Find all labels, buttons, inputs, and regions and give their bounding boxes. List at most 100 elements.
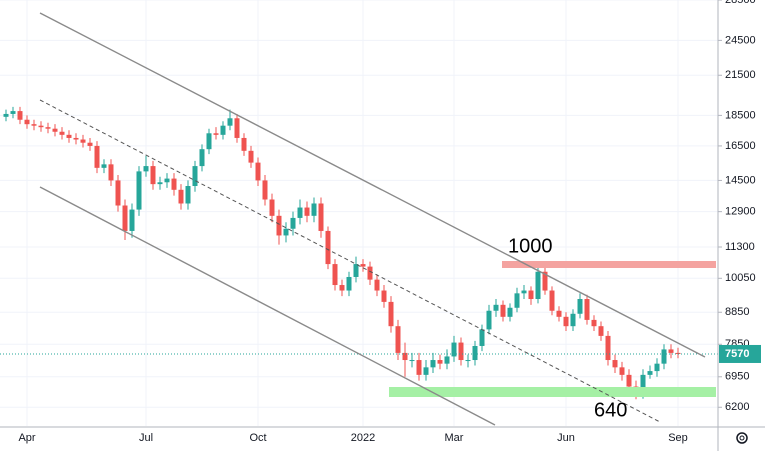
x-tick-label: Oct: [249, 432, 266, 444]
candle-body: [136, 171, 142, 210]
candle-body: [325, 230, 331, 265]
candle-body: [374, 279, 380, 291]
candle-body: [150, 166, 156, 185]
settings-icon[interactable]: [736, 432, 748, 444]
y-tick-label: 18500: [725, 109, 756, 121]
candle-body: [332, 264, 338, 286]
candle-body: [598, 326, 604, 336]
candle-body: [38, 125, 44, 128]
candle-body: [619, 367, 625, 375]
candle-body: [52, 128, 58, 132]
candle-body: [94, 145, 100, 168]
channel-lower: [39, 186, 496, 426]
candle-body: [129, 209, 135, 231]
last-price-box: [719, 344, 761, 363]
candle-body: [143, 166, 149, 172]
y-tick-label: 21500: [725, 69, 756, 81]
candle-body: [416, 360, 422, 375]
x-tick-label: Jul: [139, 432, 153, 444]
candle-body: [395, 326, 401, 353]
x-tick-label: Sep: [668, 432, 688, 444]
candle-body: [409, 360, 415, 362]
candle-body: [402, 352, 408, 361]
candle-body: [570, 313, 576, 327]
candle-body: [430, 360, 436, 368]
candle-body: [73, 137, 79, 140]
annotation: 1000: [508, 235, 553, 257]
candle-body: [640, 374, 646, 395]
candle-body: [528, 290, 534, 300]
candle-body: [318, 203, 324, 231]
y-tick-label: 16500: [725, 140, 756, 152]
last-price-label: 7570: [725, 348, 749, 360]
support-zone: [389, 387, 716, 397]
candle-body: [220, 125, 226, 135]
candle-body: [108, 164, 114, 181]
candle-body: [283, 228, 289, 236]
candle-body: [164, 178, 170, 183]
candle-body: [346, 276, 352, 291]
candle-body: [276, 215, 282, 236]
candle-body: [479, 329, 485, 346]
y-tick-label: 12900: [725, 206, 756, 218]
candle-body: [591, 319, 597, 327]
x-axis-area: [0, 427, 765, 451]
candle-body: [269, 199, 275, 216]
candle-body: [423, 367, 429, 375]
candle-body: [87, 142, 93, 146]
settings-button[interactable]: [736, 432, 748, 444]
candle-body: [339, 285, 345, 291]
candle-body: [668, 349, 674, 353]
candle-body: [297, 207, 303, 218]
candle-body: [451, 342, 457, 357]
x-tick-label: 2022: [351, 432, 375, 444]
annotation: 640: [594, 399, 627, 421]
y-tick-label: 11300: [725, 241, 755, 253]
candles: [0, 106, 718, 400]
candle-body: [472, 345, 478, 361]
candle-body: [45, 127, 51, 129]
candle-body: [311, 203, 317, 216]
y-tick-label: 28500: [725, 0, 756, 6]
candle-body: [31, 124, 37, 126]
y-tick-label: 6200: [725, 401, 749, 413]
candle-body: [486, 310, 492, 330]
candle-body: [514, 293, 520, 308]
candle-body: [290, 217, 296, 229]
candle-body: [255, 162, 261, 181]
candle-body: [3, 113, 9, 117]
candle-body: [248, 150, 254, 163]
settings-icon-core[interactable]: [739, 435, 745, 441]
candle-body: [535, 271, 541, 300]
drawings: 1000 640: [39, 12, 716, 426]
candle-body: [241, 137, 247, 151]
candle-body: [178, 189, 184, 204]
candle-body: [584, 299, 590, 320]
candle-body: [612, 360, 618, 368]
candle-body: [122, 205, 128, 231]
candle-body: [458, 342, 464, 361]
candle-body: [437, 360, 443, 364]
candle-body: [10, 111, 16, 114]
candle-body: [367, 266, 373, 280]
y-tick-label: 10050: [725, 272, 756, 284]
candle-body: [500, 304, 506, 317]
resistance-zone: [502, 261, 716, 268]
candle-body: [563, 316, 569, 327]
candle-body: [381, 290, 387, 302]
candle-body: [353, 264, 359, 277]
candle-body: [542, 271, 548, 291]
candle-body: [577, 299, 583, 314]
candle-body: [360, 264, 366, 267]
candle-body: [157, 182, 163, 185]
candle-body: [493, 304, 499, 311]
candle-body: [199, 149, 205, 167]
candle-body: [185, 186, 191, 204]
axes: 6200695078508850100501130012900145001650…: [18, 0, 761, 444]
channel-middle: [39, 99, 661, 423]
y-axis-area: [718, 0, 765, 451]
y-tick-label: 14500: [725, 174, 756, 186]
candle-body: [101, 164, 107, 168]
candle-body: [444, 356, 450, 364]
channel-upper: [39, 12, 706, 358]
